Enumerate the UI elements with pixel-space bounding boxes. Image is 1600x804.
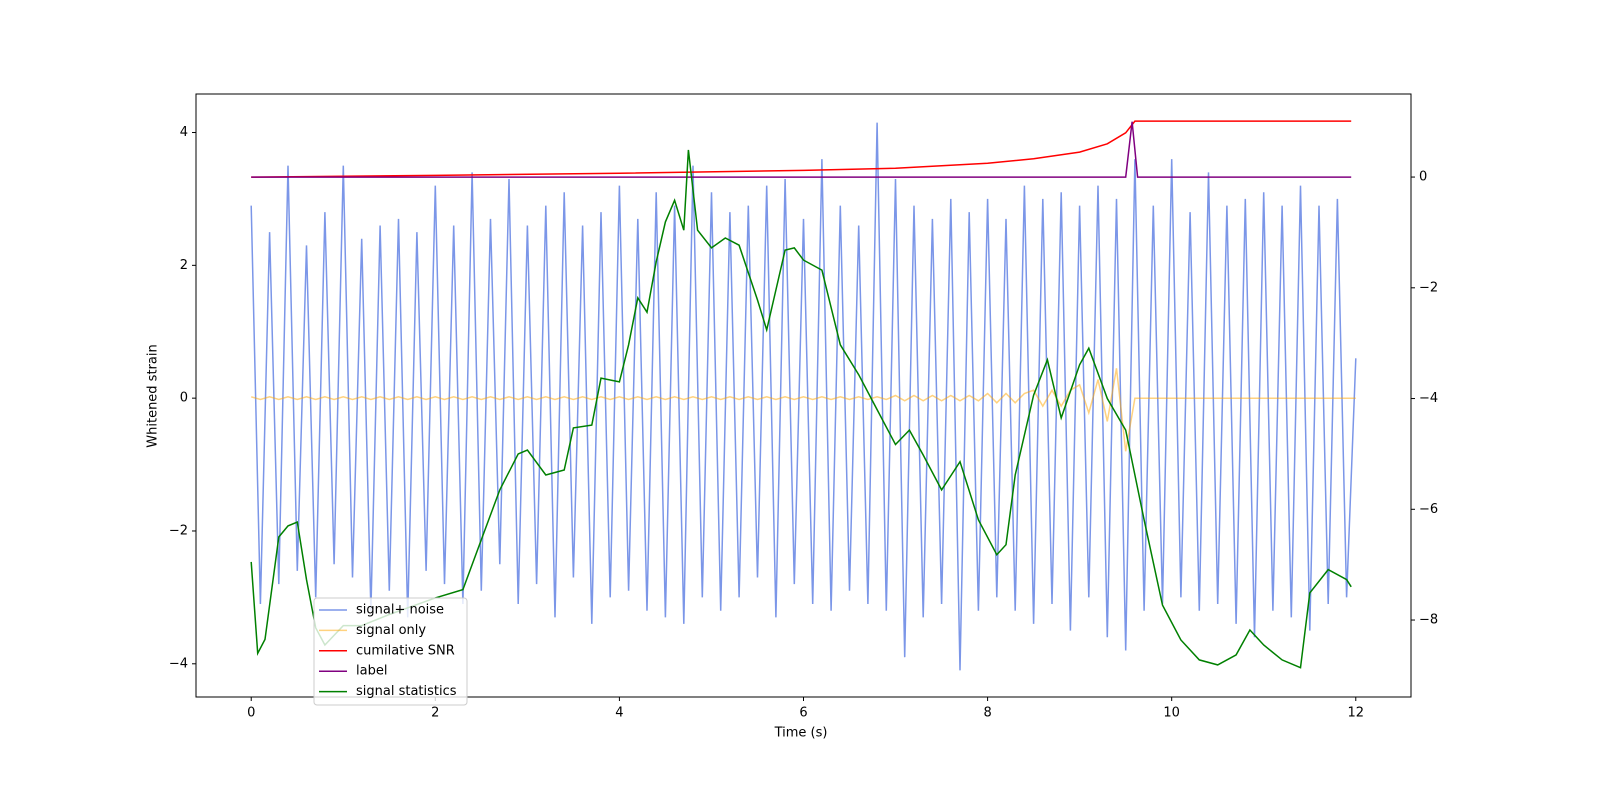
y2-tick-label: 0 [1419, 170, 1427, 185]
x-tick-label: 6 [799, 706, 807, 721]
x-tick-label: 4 [615, 706, 623, 721]
y2-tick-label: −8 [1419, 613, 1438, 628]
y-tick-label: 0 [180, 391, 188, 406]
y-tick-label: 4 [180, 125, 188, 140]
x-tick-label: 8 [983, 706, 991, 721]
y-tick-label: 2 [180, 258, 188, 273]
legend-label: cumilative SNR [356, 643, 455, 658]
y2-tick-label: −6 [1419, 502, 1438, 517]
x-axis-label: Time (s) [774, 726, 828, 741]
x-tick-label: 10 [1163, 706, 1180, 721]
y2-tick-label: −4 [1419, 391, 1438, 406]
series-line [250, 368, 1356, 452]
y-axis-label: Whitened strain [146, 344, 161, 447]
y-tick-label: −4 [169, 656, 188, 671]
legend-label: signal+ noise [356, 603, 444, 618]
legend-label: signal statistics [356, 684, 457, 699]
y-tick-label: −2 [169, 523, 188, 538]
series-line [251, 120, 1352, 178]
series-line [250, 122, 1357, 671]
x-tick-label: 2 [431, 706, 439, 721]
x-tick-label: 0 [247, 706, 255, 721]
y2-tick-label: −2 [1419, 280, 1438, 295]
legend-label: label [356, 664, 387, 679]
x-tick-label: 12 [1347, 706, 1364, 721]
legend-label: signal only [356, 623, 426, 638]
series-line [250, 149, 1352, 669]
series-line [251, 121, 1352, 178]
legend-box [313, 597, 468, 706]
